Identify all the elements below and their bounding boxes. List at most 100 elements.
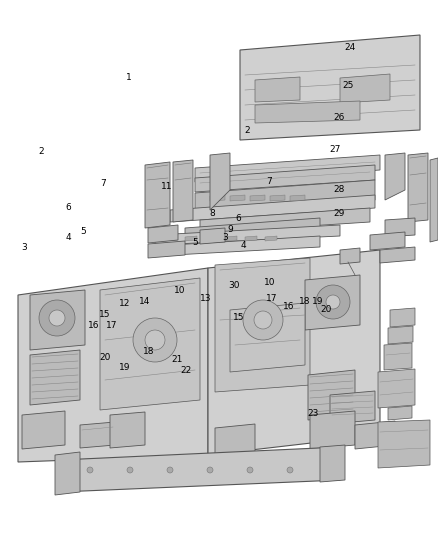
Circle shape <box>287 467 293 473</box>
Text: 6: 6 <box>236 214 242 223</box>
Polygon shape <box>170 195 375 222</box>
Polygon shape <box>205 236 217 241</box>
Text: 13: 13 <box>200 294 212 303</box>
Text: 9: 9 <box>227 225 233 233</box>
Polygon shape <box>308 370 355 420</box>
Circle shape <box>39 300 75 336</box>
Polygon shape <box>310 411 355 449</box>
Text: 17: 17 <box>266 294 277 303</box>
Polygon shape <box>370 232 405 250</box>
Polygon shape <box>145 162 170 228</box>
Text: 24: 24 <box>345 44 356 52</box>
Circle shape <box>243 300 283 340</box>
Text: 1: 1 <box>126 73 132 82</box>
Polygon shape <box>210 153 230 210</box>
Polygon shape <box>355 421 395 449</box>
Polygon shape <box>270 195 285 201</box>
Polygon shape <box>255 101 360 123</box>
Polygon shape <box>388 406 412 420</box>
Polygon shape <box>380 247 415 263</box>
Text: 15: 15 <box>233 313 244 321</box>
Text: 19: 19 <box>119 364 131 372</box>
Text: 15: 15 <box>99 310 111 319</box>
Text: 19: 19 <box>312 297 323 305</box>
Text: 27: 27 <box>329 145 341 154</box>
Polygon shape <box>305 275 360 330</box>
Polygon shape <box>195 155 380 182</box>
Polygon shape <box>290 195 305 201</box>
Polygon shape <box>195 165 375 192</box>
Polygon shape <box>240 35 420 140</box>
Text: 20: 20 <box>321 305 332 313</box>
Polygon shape <box>185 236 197 241</box>
Polygon shape <box>320 445 345 482</box>
Text: 12: 12 <box>119 300 131 308</box>
Polygon shape <box>384 343 412 370</box>
Text: 8: 8 <box>209 209 215 217</box>
Polygon shape <box>155 236 320 256</box>
Polygon shape <box>155 225 340 245</box>
Circle shape <box>49 310 65 326</box>
Polygon shape <box>340 248 360 264</box>
Polygon shape <box>210 195 225 201</box>
Text: 7: 7 <box>266 177 272 185</box>
Text: 2: 2 <box>39 148 44 156</box>
Polygon shape <box>388 326 413 344</box>
Text: 18: 18 <box>143 348 155 356</box>
Text: 22: 22 <box>180 366 192 375</box>
Polygon shape <box>148 241 185 258</box>
Text: 5: 5 <box>192 238 198 247</box>
Circle shape <box>254 311 272 329</box>
Polygon shape <box>378 420 430 468</box>
Text: 10: 10 <box>174 286 185 295</box>
Polygon shape <box>80 422 115 448</box>
Polygon shape <box>200 228 225 244</box>
Text: 21: 21 <box>172 356 183 364</box>
Polygon shape <box>378 369 415 408</box>
Polygon shape <box>230 303 305 372</box>
Circle shape <box>316 285 350 319</box>
Text: 16: 16 <box>88 321 100 329</box>
Polygon shape <box>385 153 405 200</box>
Text: 20: 20 <box>99 353 111 361</box>
Text: 25: 25 <box>343 81 354 90</box>
Text: 14: 14 <box>139 297 150 305</box>
Polygon shape <box>230 195 245 201</box>
Text: 26: 26 <box>334 113 345 122</box>
Polygon shape <box>148 225 178 243</box>
Polygon shape <box>22 411 65 449</box>
Text: 17: 17 <box>106 321 117 329</box>
Text: 5: 5 <box>80 228 86 236</box>
Circle shape <box>127 467 133 473</box>
Text: 7: 7 <box>100 180 106 188</box>
Text: 23: 23 <box>307 409 319 417</box>
Polygon shape <box>330 391 375 424</box>
Polygon shape <box>255 77 300 102</box>
Polygon shape <box>265 236 277 241</box>
Circle shape <box>207 467 213 473</box>
Polygon shape <box>250 195 265 201</box>
Polygon shape <box>173 160 193 222</box>
Text: 28: 28 <box>334 185 345 193</box>
Text: 16: 16 <box>283 302 295 311</box>
Polygon shape <box>340 74 390 103</box>
Text: 6: 6 <box>65 204 71 212</box>
Polygon shape <box>18 268 208 462</box>
Circle shape <box>87 467 93 473</box>
Text: 30: 30 <box>229 281 240 289</box>
Polygon shape <box>215 424 255 459</box>
Polygon shape <box>100 278 200 410</box>
Polygon shape <box>215 258 310 392</box>
Circle shape <box>145 330 165 350</box>
Polygon shape <box>30 290 85 350</box>
Text: 3: 3 <box>223 233 229 241</box>
Text: 2: 2 <box>245 126 250 135</box>
Polygon shape <box>185 218 320 240</box>
Polygon shape <box>60 447 340 492</box>
Polygon shape <box>385 218 415 237</box>
Text: 29: 29 <box>334 209 345 217</box>
Polygon shape <box>200 208 370 233</box>
Polygon shape <box>110 412 145 448</box>
Polygon shape <box>55 452 80 495</box>
Polygon shape <box>165 236 177 241</box>
